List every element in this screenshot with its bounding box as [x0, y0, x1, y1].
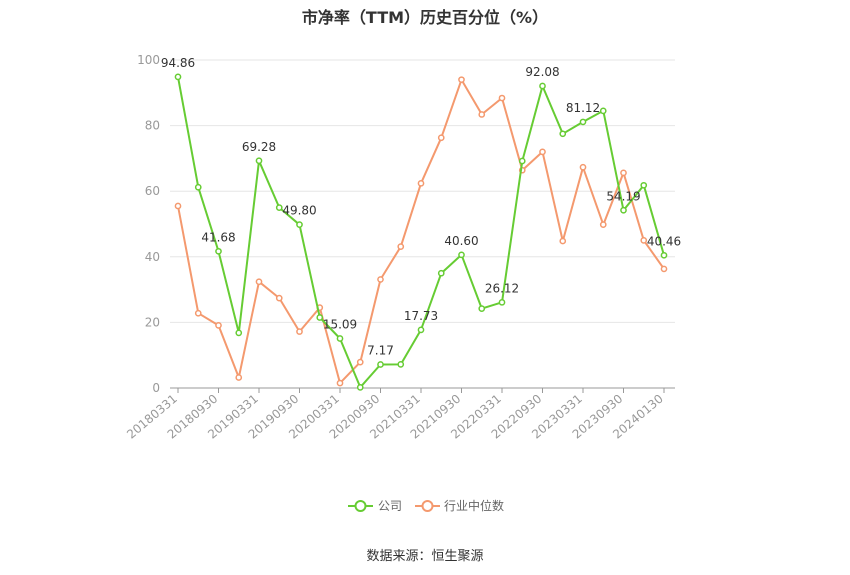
data-point: [478, 305, 486, 312]
data-label: 17.73: [404, 309, 438, 323]
data-point: [640, 181, 648, 189]
data-point: [579, 163, 587, 171]
y-tick-label: 60: [145, 184, 160, 198]
data-point: [478, 111, 486, 118]
data-point: [255, 278, 263, 286]
chart-title: 市净率（TTM）历史百分位（%）: [301, 8, 549, 27]
data-point: [518, 157, 526, 165]
data-label: 94.86: [161, 56, 195, 70]
data-point: [417, 326, 425, 334]
data-source: 数据来源：恒生聚源: [366, 549, 484, 564]
y-tick-label: 40: [145, 250, 160, 264]
data-point: [437, 134, 445, 142]
data-point: [215, 322, 222, 329]
data-point: [620, 206, 627, 214]
data-label: 69.28: [242, 140, 276, 154]
y-tick-label: 100: [137, 53, 160, 67]
data-label: 49.80: [282, 204, 316, 218]
data-point: [620, 169, 627, 177]
data-point: [194, 309, 202, 317]
data-point: [194, 183, 202, 191]
data-label: 40.60: [444, 234, 478, 248]
data-point: [356, 358, 364, 366]
data-point: [235, 374, 243, 381]
data-label: 81.12: [566, 101, 600, 115]
data-point: [377, 361, 384, 368]
legend-label: 公司: [378, 499, 402, 513]
data-point: [336, 379, 344, 387]
data-point: [579, 118, 587, 126]
data-point: [417, 179, 425, 187]
data-point: [559, 130, 567, 138]
legend-marker: [421, 500, 434, 512]
data-point: [599, 221, 607, 229]
data-point: [458, 76, 465, 84]
data-point: [660, 265, 668, 273]
data-point: [437, 269, 445, 277]
data-point: [498, 94, 506, 102]
data-point: [539, 82, 546, 90]
data-point: [539, 148, 546, 156]
data-point: [458, 251, 465, 259]
data-point: [215, 247, 222, 255]
y-tick-label: 0: [152, 381, 160, 395]
data-point: [235, 329, 243, 337]
legend-marker: [354, 500, 367, 512]
data-point: [296, 221, 303, 229]
data-point: [336, 335, 344, 342]
data-point: [599, 107, 607, 115]
y-tick-label: 80: [145, 119, 160, 133]
data-label: 40.46: [647, 234, 681, 248]
data-point: [559, 237, 567, 245]
data-point: [498, 298, 506, 306]
y-tick-label: 20: [145, 315, 160, 329]
legend-label: 行业中位数: [444, 498, 504, 513]
data-point: [174, 202, 182, 210]
data-point: [174, 73, 182, 81]
data-point: [356, 383, 364, 391]
data-point: [397, 243, 405, 250]
data-point: [275, 204, 283, 211]
data-point: [397, 361, 405, 368]
data-point: [660, 251, 668, 259]
data-label: 26.12: [485, 281, 519, 295]
data-point: [275, 294, 283, 302]
data-label: 7.17: [367, 343, 394, 357]
data-point: [255, 157, 263, 165]
data-point: [296, 328, 303, 335]
data-label: 41.68: [201, 230, 235, 244]
data-point: [640, 237, 648, 244]
data-label: 92.08: [525, 65, 559, 79]
data-point: [316, 314, 324, 321]
data-point: [377, 276, 384, 283]
data-label: 15.09: [323, 318, 357, 332]
data-label: 54.19: [606, 189, 640, 203]
series-line-0: [177, 76, 665, 389]
